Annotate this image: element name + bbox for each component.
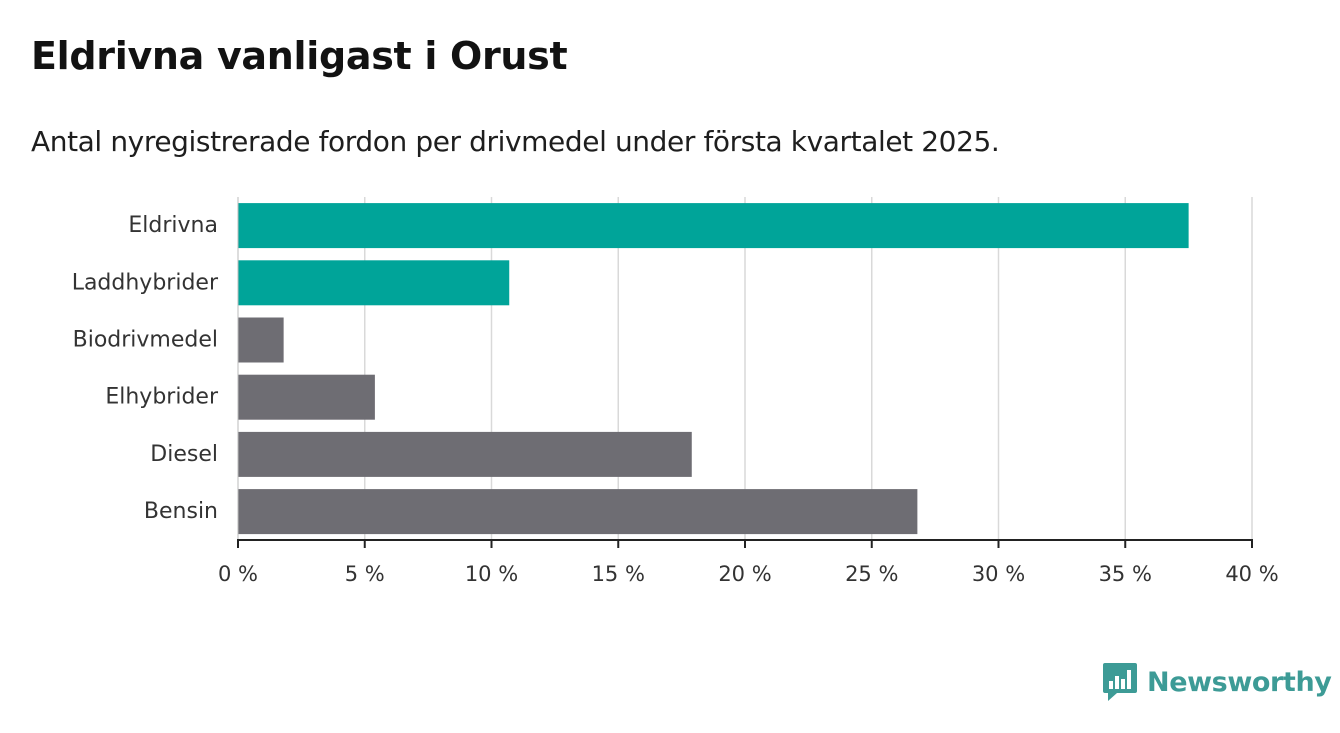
category-label: Diesel xyxy=(150,442,218,467)
x-tick-label: 0 % xyxy=(218,562,258,586)
x-axis: 0 % 5 % 10 % 15 % 20 % 25 % 30 % 35 % 40 % xyxy=(218,197,1279,586)
x-tick-label: 30 % xyxy=(972,562,1025,586)
bar-diesel xyxy=(238,431,692,477)
bar-elhybrider xyxy=(238,374,375,420)
bar-chart-speech-bubble-icon xyxy=(1103,663,1137,701)
bar-biodrivmedel xyxy=(238,317,284,363)
chart-title: Eldrivna vanligast i Orust xyxy=(31,34,568,78)
x-tick-label: 10 % xyxy=(465,562,518,586)
x-tick-label: 35 % xyxy=(1099,562,1152,586)
category-label: Elhybrider xyxy=(105,385,219,410)
brand-name: Newsworthy xyxy=(1147,666,1332,698)
category-label: Biodrivmedel xyxy=(73,328,218,353)
category-labels: Eldrivna Laddhybrider Biodrivmedel Elhybrid… xyxy=(72,213,219,524)
bars xyxy=(238,203,1189,535)
x-tick-label: 40 % xyxy=(1225,562,1278,586)
x-tick-label: 5 % xyxy=(345,562,385,586)
x-tick-label: 25 % xyxy=(845,562,898,586)
category-label: Laddhybrider xyxy=(72,270,219,295)
bar-bensin xyxy=(238,489,918,535)
category-label: Bensin xyxy=(144,499,218,524)
gridlines xyxy=(364,197,1253,540)
chart-subtitle: Antal nyregistrerade fordon per drivmede… xyxy=(31,125,1000,158)
bar-chart: Eldrivna Laddhybrider Biodrivmedel Elhybrid… xyxy=(72,197,1279,586)
x-tick-label: 20 % xyxy=(718,562,771,586)
bar-eldrivna xyxy=(238,203,1189,249)
x-tick-label: 15 % xyxy=(592,562,645,586)
category-label: Eldrivna xyxy=(128,213,218,238)
bar-laddhybrider xyxy=(238,260,510,306)
brand-logo: Newsworthy xyxy=(1102,662,1332,702)
